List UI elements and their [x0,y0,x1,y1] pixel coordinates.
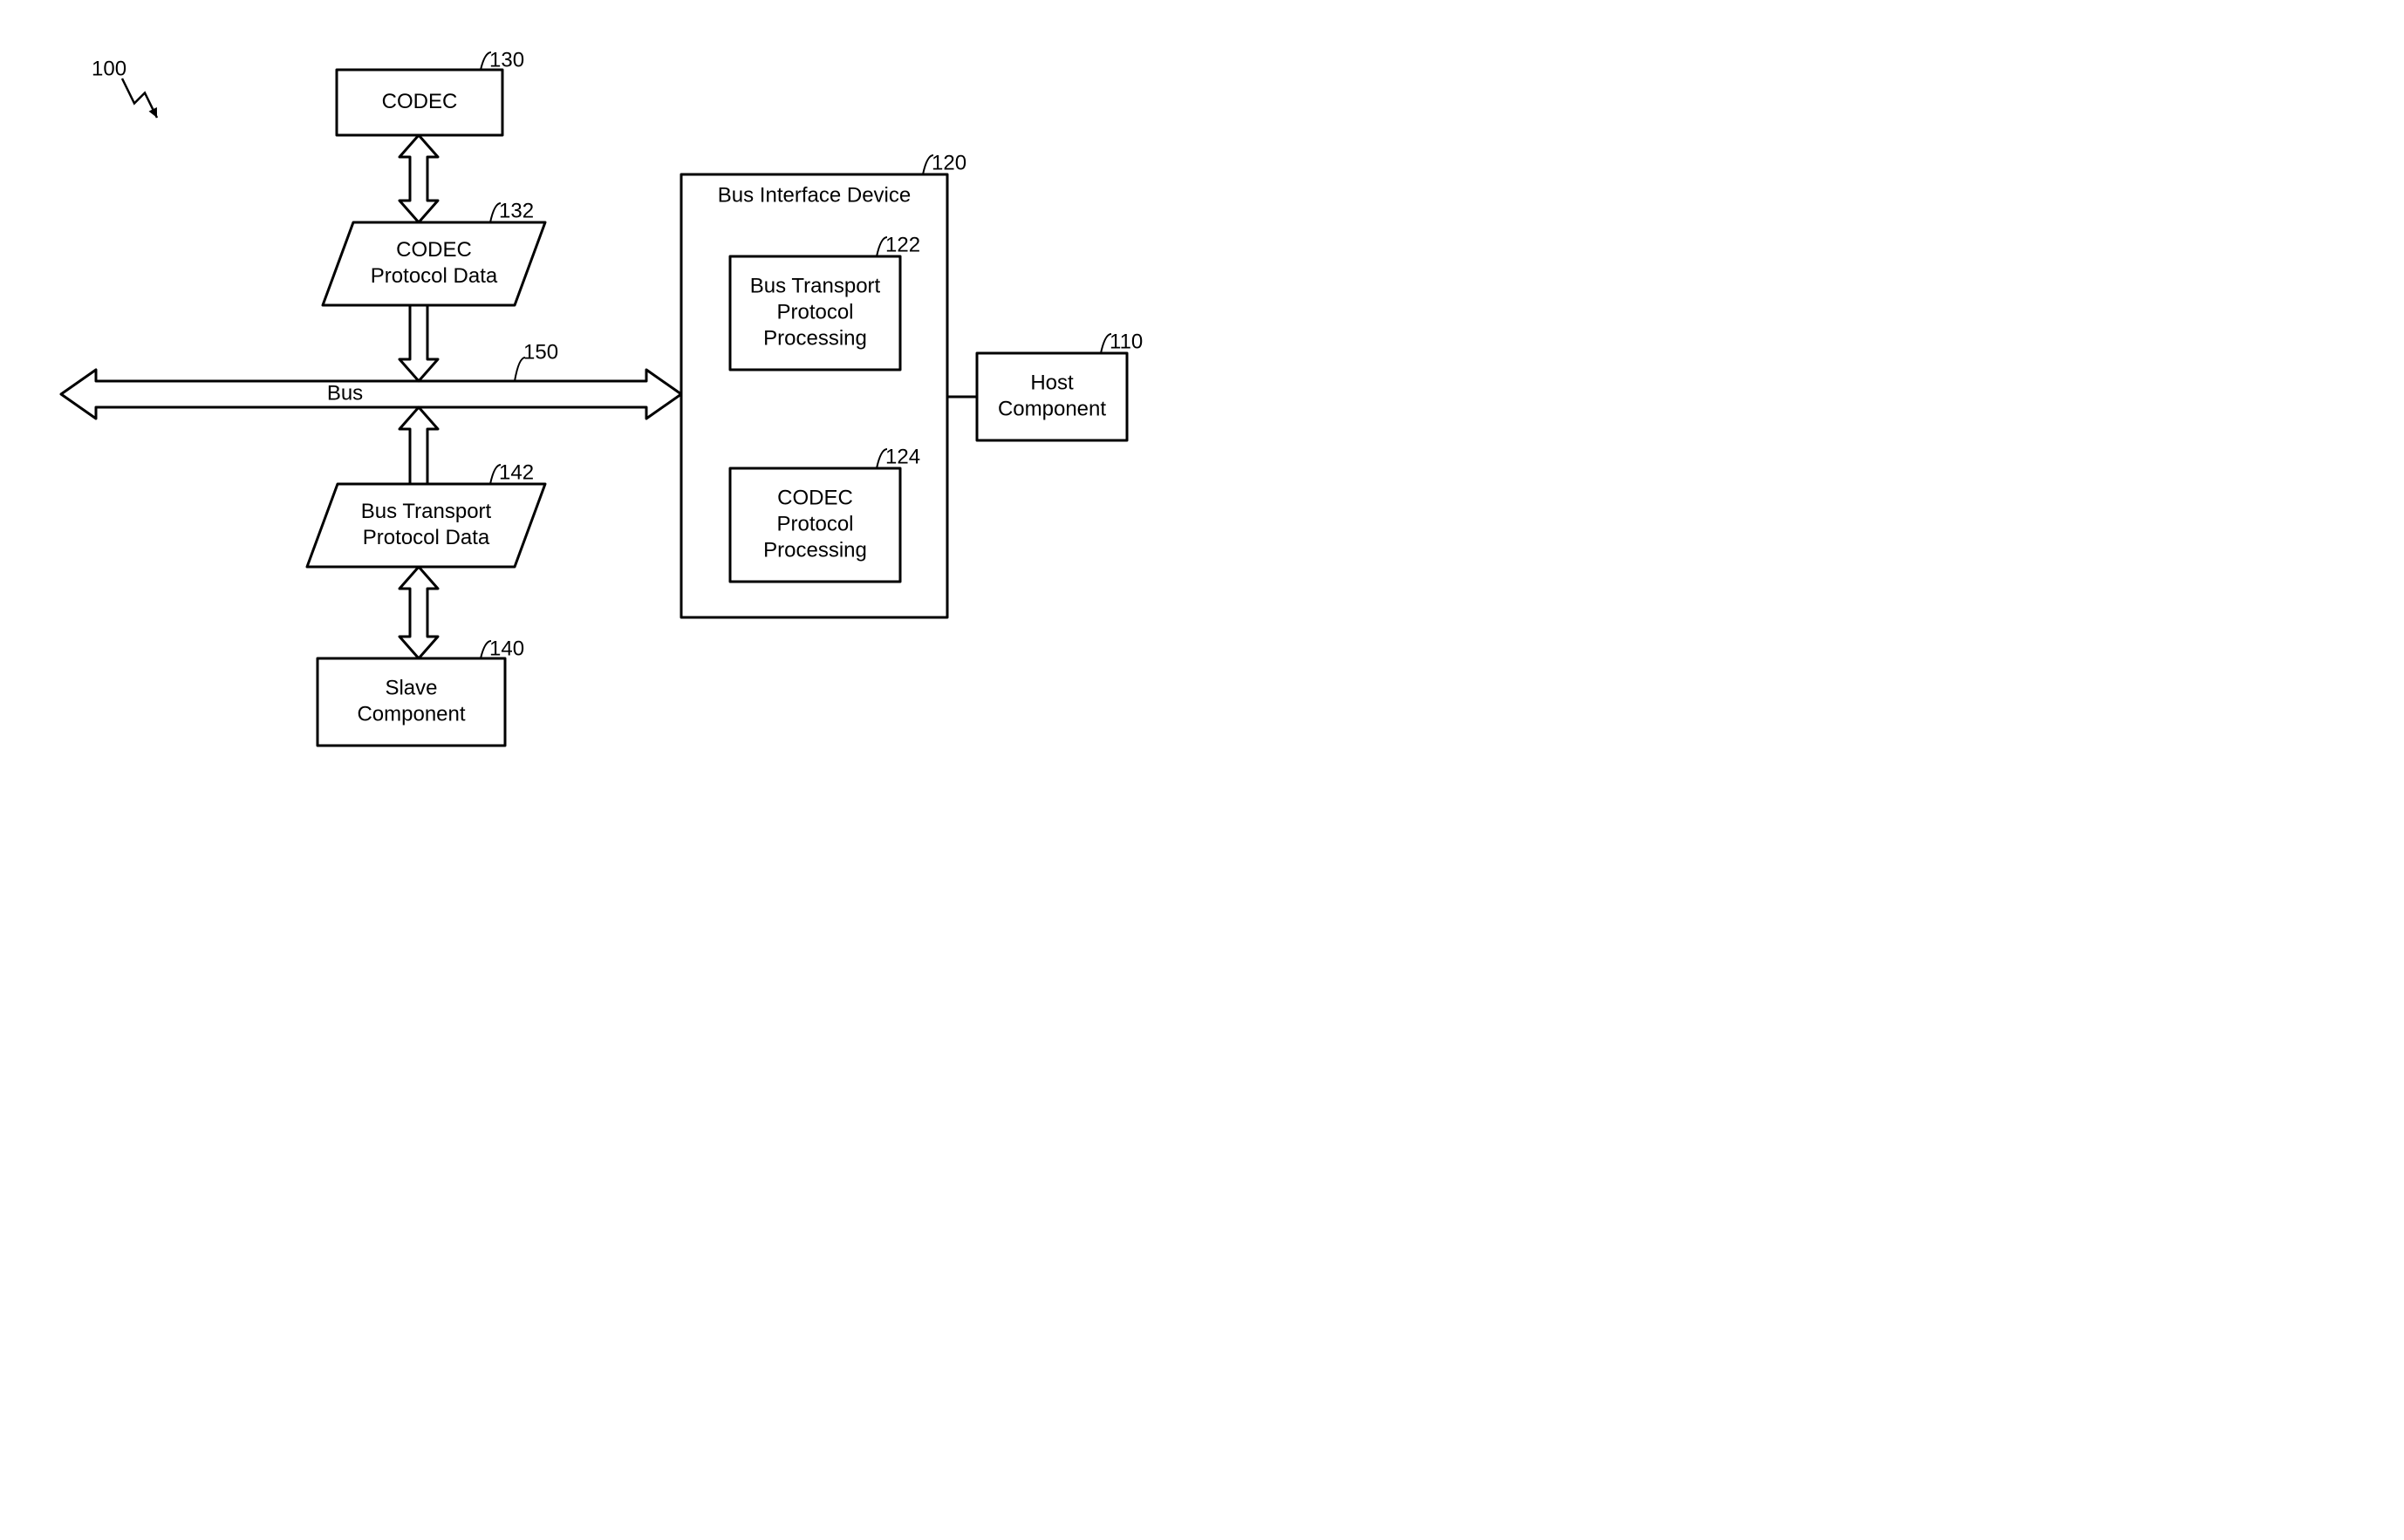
ref-label: 122 [885,233,920,256]
bus-transport-protocol-processing-label: Bus Transport [750,274,881,297]
ref-label: 142 [499,460,534,484]
bus-interface-device-label: Bus Interface Device [718,183,911,207]
vertical-connector [400,135,438,222]
bus-arrow [61,370,681,419]
bus-transport-protocol-data-label: Protocol Data [363,526,490,549]
ref-label: 110 [1110,330,1143,353]
codec-protocol-processing-label: Protocol [776,512,853,535]
codec-protocol-processing-label: CODEC [777,486,853,509]
slave-component-label: Slave [385,676,437,699]
codec-protocol-processing-label: Processing [763,538,867,562]
host-component-label: Component [998,397,1106,420]
ref-label: 124 [885,445,920,468]
ref-label: 150 [523,340,558,364]
diagram-canvas: Bus150CODECProtocol Data132Bus Transport… [0,0,1270,814]
ref-label: 130 [489,48,524,72]
vertical-connector [400,407,438,484]
host-component-label: Host [1030,371,1074,394]
slave-component-label: Component [357,702,465,726]
codec-protocol-data-label: Protocol Data [371,264,498,288]
bus-label: Bus [327,381,363,405]
ref-label: 132 [499,199,534,222]
vertical-connector [400,567,438,658]
bus-transport-protocol-processing-label: Processing [763,326,867,350]
figure-ref-label: 100 [92,57,126,80]
bus-transport-protocol-data-label: Bus Transport [361,500,492,523]
ref-label: 120 [932,151,966,174]
vertical-connector [400,305,438,381]
codec-protocol-data-label: CODEC [396,238,472,262]
codec-label: CODEC [382,90,458,113]
bus-transport-protocol-processing-label: Protocol [776,300,853,324]
ref-label: 140 [489,637,524,660]
